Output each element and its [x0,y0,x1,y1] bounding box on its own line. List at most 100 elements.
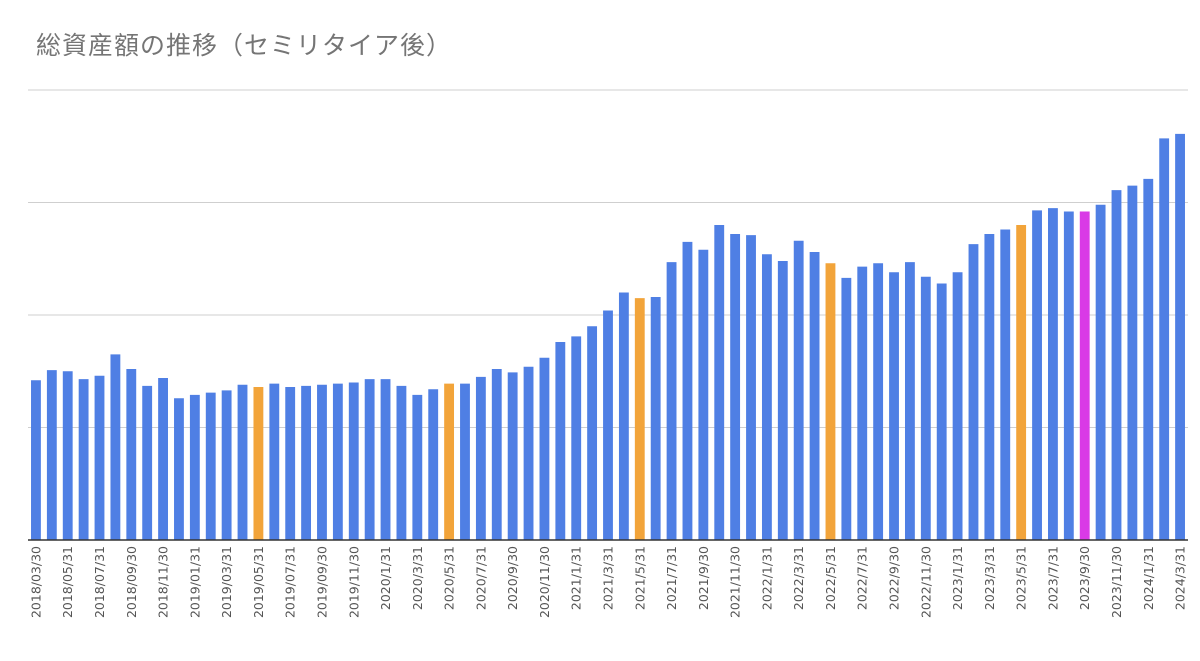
x-tick-label: 2023/9/30 [1077,546,1092,610]
x-tick-label: 2023/5/31 [1014,546,1029,610]
bar-2018-12-31 [174,398,184,540]
bar-2021-6-30 [650,297,661,540]
x-tick-label: 2020/9/30 [505,546,520,610]
bar-2020-10-31 [523,366,534,540]
bar-2019-03-31 [221,390,232,541]
bar-2022-5-31 [825,263,836,540]
x-tick-label: 2019/09/30 [314,546,329,618]
bar-2018-11-30 [158,378,168,540]
x-tick-label: 2021/5/31 [632,546,647,610]
bar-2023-9-30 [1079,211,1090,540]
bar-2022-1-31 [761,254,772,540]
bar-2020-8-31 [491,369,502,540]
bar-2022-11-30 [920,276,931,540]
x-tick-label: 2019/03/31 [219,546,234,618]
bar-2023-6-30 [1032,210,1042,541]
x-tick-label: 2022/9/30 [887,546,902,610]
x-tick-label: 2020/3/31 [410,546,425,610]
bar-2020-9-30 [507,372,518,541]
bar-2023-5-31 [1016,225,1027,540]
bar-2023-8-31 [1063,211,1074,540]
bar-2023-2-28 [968,244,979,541]
chart-title: 総資産額の推移（セミリタイア後） [36,31,453,60]
bar-2023-11-30 [1111,190,1122,541]
x-tick-label: 2022/11/30 [918,546,933,618]
x-tick-label: 2020/1/31 [378,546,393,610]
x-tick-label: 2022/3/31 [791,546,806,610]
bar-2023-7-31 [1048,208,1058,541]
x-tick-label: 2018/07/31 [92,546,107,618]
x-tick-label: 2018/03/30 [28,546,43,618]
bar-2024-1-31 [1143,178,1154,541]
bar-2018-04-30 [46,370,57,541]
x-tick-label: 2022/1/31 [759,546,774,610]
x-tick-label: 2021/1/31 [569,546,584,610]
bar-2022-12-31 [936,283,947,540]
bar-2023-3-31 [984,234,995,540]
bar-2018-05-31 [62,371,73,540]
bar-2024-3-31 [1175,133,1185,541]
bar-2023-12-31 [1127,185,1138,541]
bar-2021-7-31 [666,262,677,541]
bar-2022-8-31 [873,263,884,540]
x-tick-label: 2021/3/31 [601,546,616,610]
bar-2023-10-31 [1095,204,1106,540]
bar-2019-09-30 [317,384,327,540]
bar-2019-01-31 [189,394,200,541]
x-tick-label: 2019/11/30 [346,546,361,618]
x-tick-label: 2021/11/30 [728,546,743,618]
bar-2021-5-31 [634,298,645,541]
bar-2022-7-31 [857,266,868,541]
bar-2024-2-29 [1159,138,1170,541]
bar-2022-4-30 [809,252,820,540]
x-tick-label: 2022/7/31 [855,546,870,610]
x-tick-label: 2018/11/30 [156,546,171,618]
x-tick-labels: 2018/03/30 2018/05/31 2018/07/31 2018/09/30… [28,546,1187,618]
bar-2021-11-30 [730,234,741,540]
bar-2020-1-31 [380,379,391,541]
x-tick-label: 2023/11/30 [1109,546,1124,618]
x-tick-label: 2023/7/31 [1045,546,1060,610]
bar-2020-7-31 [475,376,486,541]
bar-2020-3-31 [412,394,423,541]
x-tick-label: 2021/7/31 [664,546,679,610]
x-tick-label: 2019/07/31 [283,546,298,618]
bar-2021-12-31 [746,235,756,541]
bar-2023-4-30 [1000,229,1011,540]
x-tick-label: 2018/05/31 [60,546,75,618]
bar-2022-6-30 [841,277,852,541]
bar-2020-2-29 [396,385,407,541]
bar-2022-9-30 [889,272,899,540]
x-tick-label: 2023/1/31 [950,546,965,610]
bar-2019-10-31 [332,383,343,541]
bars [31,133,1185,541]
bar-2019-08-31 [301,385,312,541]
bar-2018-06-30 [78,379,89,541]
bar-2020-6-30 [460,383,470,541]
bar-2020-11-30 [539,357,550,540]
x-tick-label: 2020/11/30 [537,546,552,618]
bar-2023-1-31 [952,272,963,540]
bar-2019-07-31 [285,387,296,540]
bar-2020-5-31 [444,383,455,541]
bar-2022-3-31 [793,240,804,540]
bar-2018-09-30 [126,369,137,540]
x-tick-label: 2020/7/31 [473,546,488,610]
bar-2020-4-30 [428,389,439,540]
x-tick-label: 2019/01/31 [187,546,202,618]
bar-2019-06-30 [269,383,280,541]
bar-2019-02-28 [205,392,216,541]
x-tick-label: 2022/5/31 [823,546,838,610]
bar-2021-2-28 [587,326,598,540]
bar-2018-07-31 [94,375,105,540]
bar-2019-05-31 [253,387,264,540]
bar-2018-08-31 [110,354,121,541]
bar-2022-2-28 [777,261,788,540]
bar-2020-12-31 [555,342,566,540]
bar-2021-3-31 [603,310,613,540]
bar-2021-4-30 [618,292,629,540]
x-tick-label: 2018/09/30 [124,546,139,618]
bar-2021-8-31 [682,241,693,541]
x-tick-label: 2024/3/31 [1173,546,1188,610]
